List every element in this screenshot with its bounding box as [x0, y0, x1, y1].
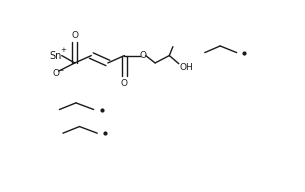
Text: O: O — [52, 69, 59, 78]
Text: O: O — [71, 31, 78, 40]
Text: Sn: Sn — [50, 50, 62, 60]
Text: +: + — [60, 47, 66, 53]
Text: OH: OH — [180, 63, 194, 72]
Text: −: − — [58, 67, 63, 72]
Text: O: O — [121, 79, 128, 88]
Text: O: O — [139, 51, 146, 60]
